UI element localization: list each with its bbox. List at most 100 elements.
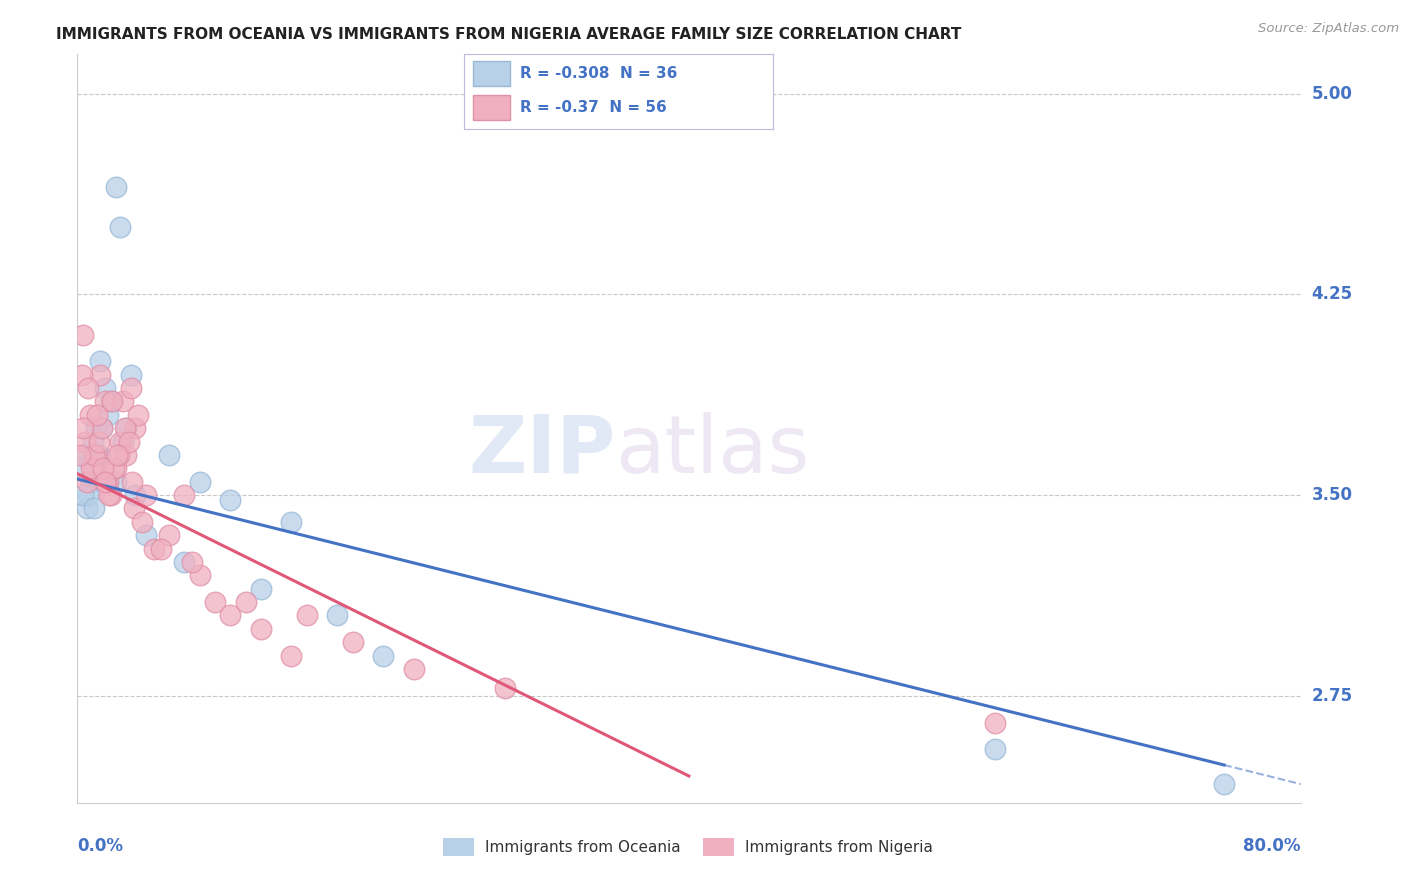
Point (250, 622, 273, 636)
Point (94, 381, 117, 395)
Point (173, 555, 195, 569)
Text: ZIP: ZIP (468, 411, 616, 490)
Point (127, 408, 149, 422)
Point (150, 541, 173, 556)
Point (82, 434, 104, 449)
Point (112, 394, 135, 409)
Point (79, 475, 101, 489)
Point (100, 488, 122, 502)
Point (108, 220, 131, 235)
Point (219, 493, 242, 508)
Point (87, 434, 110, 449)
Point (72, 421, 94, 435)
Text: Immigrants from Oceania: Immigrants from Oceania (485, 840, 681, 855)
Text: 3.50: 3.50 (1312, 486, 1353, 504)
Point (118, 434, 141, 449)
Point (90, 421, 112, 435)
Point (79, 408, 101, 422)
Point (80, 461, 103, 475)
Point (86, 461, 108, 475)
Point (250, 582, 273, 596)
Point (83, 448, 105, 462)
Point (219, 608, 242, 623)
Point (121, 475, 143, 489)
Point (83, 501, 105, 516)
Point (235, 595, 257, 609)
Text: 0.0%: 0.0% (77, 837, 124, 855)
Point (101, 394, 124, 409)
Point (89, 354, 111, 368)
Point (100, 394, 122, 409)
Point (135, 528, 157, 542)
Text: 4.25: 4.25 (1312, 285, 1353, 303)
Point (402, 662, 425, 676)
Point (104, 461, 127, 475)
Point (94, 475, 117, 489)
Point (84, 448, 107, 462)
Point (69, 448, 91, 462)
Point (342, 635, 364, 649)
Point (120, 381, 142, 395)
Point (105, 448, 128, 462)
Point (371, 648, 394, 663)
Point (124, 421, 146, 435)
Point (188, 475, 211, 489)
Point (70, 461, 93, 475)
Point (181, 555, 204, 569)
Point (76, 475, 98, 489)
Point (72, 488, 94, 502)
Point (984, 742, 1007, 756)
Point (73, 434, 96, 449)
Point (72, 327, 94, 342)
Point (96, 475, 118, 489)
Point (104, 180, 127, 194)
Point (94, 394, 117, 409)
Point (112, 434, 135, 449)
Text: Source: ZipAtlas.com: Source: ZipAtlas.com (1258, 22, 1399, 36)
Text: 80.0%: 80.0% (1243, 837, 1301, 855)
Point (157, 448, 180, 462)
Bar (474, 62, 510, 87)
Point (326, 608, 349, 623)
Point (142, 541, 165, 556)
Text: Immigrants from Nigeria: Immigrants from Nigeria (745, 840, 934, 855)
Text: 2.75: 2.75 (1312, 687, 1353, 705)
Point (104, 475, 127, 489)
Point (87, 448, 110, 462)
Bar (474, 95, 510, 120)
Point (188, 568, 211, 582)
Point (157, 528, 180, 542)
Point (984, 715, 1007, 730)
Point (108, 434, 131, 449)
Point (280, 515, 302, 529)
Point (84, 421, 107, 435)
Point (115, 448, 138, 462)
Point (89, 368, 111, 382)
Point (115, 421, 138, 435)
Point (295, 608, 318, 623)
Point (73, 448, 96, 462)
Point (103, 461, 125, 475)
Point (120, 368, 142, 382)
Point (82, 461, 104, 475)
Point (280, 648, 302, 663)
Point (204, 595, 226, 609)
Text: IMMIGRANTS FROM OCEANIA VS IMMIGRANTS FROM NIGERIA AVERAGE FAMILY SIZE CORRELATI: IMMIGRANTS FROM OCEANIA VS IMMIGRANTS FR… (56, 27, 962, 42)
Point (107, 448, 129, 462)
Point (70, 368, 93, 382)
Point (96, 475, 118, 489)
Point (131, 515, 153, 529)
Point (97, 408, 120, 422)
Text: R = -0.37  N = 56: R = -0.37 N = 56 (520, 100, 666, 115)
Point (114, 421, 136, 435)
Point (124, 488, 146, 502)
Point (80, 475, 103, 489)
Point (77, 488, 100, 502)
Point (495, 681, 517, 695)
Point (98, 488, 121, 502)
Point (173, 488, 195, 502)
Point (122, 501, 145, 516)
Point (97, 475, 120, 489)
Text: R = -0.308  N = 36: R = -0.308 N = 36 (520, 66, 678, 81)
Text: 5.00: 5.00 (1312, 85, 1353, 103)
